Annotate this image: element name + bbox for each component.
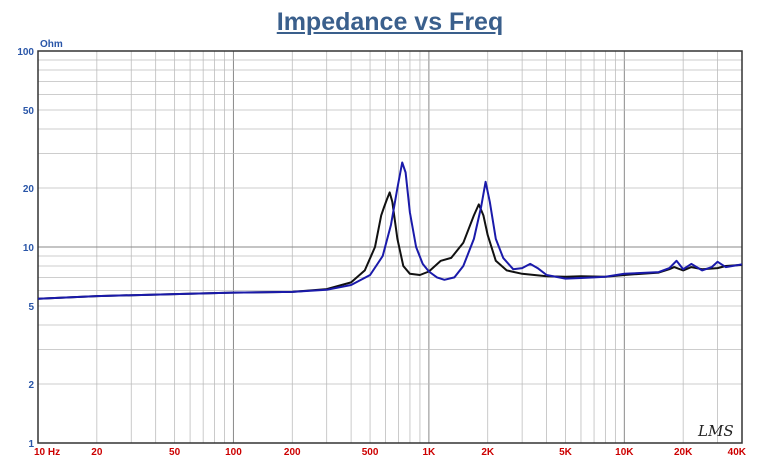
y-unit-label: Ohm xyxy=(40,39,63,50)
x-tick-label: 10K xyxy=(615,447,634,458)
x-tick-label: 20 xyxy=(91,447,103,458)
x-tick-label: 40K xyxy=(728,447,747,458)
x-tick-label: 2K xyxy=(481,447,495,458)
lms-watermark: LMS xyxy=(697,422,734,440)
impedance-series-2 xyxy=(37,161,743,300)
x-tick-label: 200 xyxy=(284,447,301,458)
tick-labels: 10 Hz 20 50 100 200 500 1K 2K 5K 10K 20K 40K 1 2 5 10 20… xyxy=(17,47,746,458)
y-tick-label: 5 xyxy=(28,302,34,313)
y-tick-label: 20 xyxy=(23,184,35,195)
chart-title: Impedance vs Freq xyxy=(276,8,504,36)
y-tick-label: 100 xyxy=(17,47,34,58)
x-tick-label: 5K xyxy=(559,447,573,458)
x-tick-label: 1K xyxy=(422,447,436,458)
y-tick-label: 2 xyxy=(28,380,34,391)
x-tick-label: 10 Hz xyxy=(34,447,60,458)
x-tick-label: 50 xyxy=(169,447,181,458)
x-tick-label: 20K xyxy=(674,447,693,458)
y-tick-label: 1 xyxy=(28,439,34,450)
series-layer xyxy=(37,161,743,300)
impedance-series-1 xyxy=(37,191,743,300)
x-tick-label: 500 xyxy=(362,447,379,458)
plot-frame xyxy=(37,50,743,444)
grid xyxy=(37,51,743,443)
y-tick-label: 10 xyxy=(23,243,35,254)
y-tick-label: 50 xyxy=(23,106,35,117)
x-tick-label: 100 xyxy=(225,447,242,458)
